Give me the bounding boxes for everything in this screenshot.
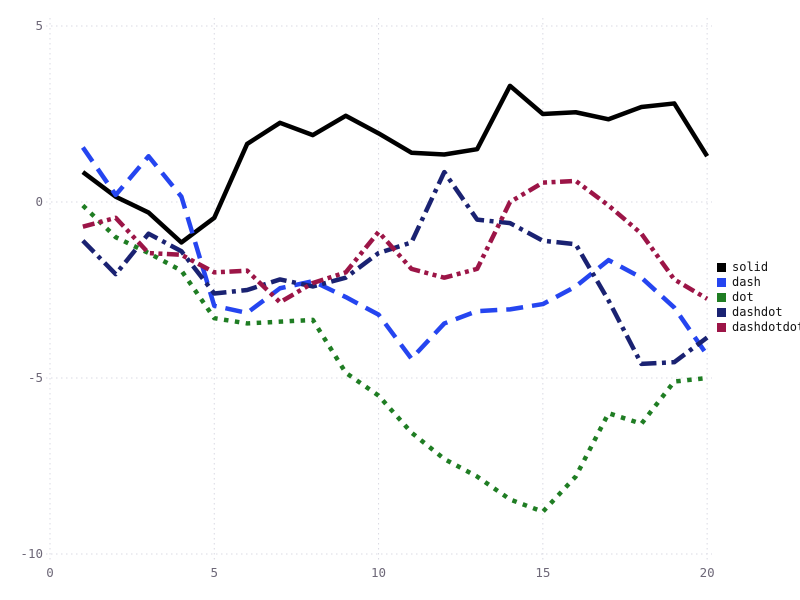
y-axis-tick-label: -5 — [28, 370, 43, 385]
x-axis-tick-label: 15 — [535, 565, 550, 580]
legend-label-dashdot: dashdot — [732, 305, 783, 319]
series-line-dot — [81, 203, 708, 515]
legend-item-dash: dash — [717, 275, 800, 290]
legend-swatch-solid — [717, 263, 726, 272]
legend-label-solid: solid — [732, 260, 769, 274]
legend-label-dash: dash — [732, 275, 761, 289]
x-axis-tick-label: 5 — [211, 565, 219, 580]
x-axis-tick-label: 20 — [700, 565, 715, 580]
y-axis-tick-label: -10 — [20, 546, 43, 561]
legend-swatch-dashdotdot — [717, 323, 726, 332]
legend-item-dashdotdot: dashdotdot — [717, 320, 800, 335]
y-axis-tick-label: 0 — [35, 194, 43, 209]
chart-legend: solid dash dot dashdot dashdotdot — [717, 260, 800, 335]
x-axis-tick-label: 0 — [46, 565, 54, 580]
series-line-dashdotdot — [82, 178, 709, 305]
x-axis-tick-label: 10 — [371, 565, 386, 580]
series-line-solid — [81, 83, 710, 245]
legend-swatch-dot — [717, 293, 726, 302]
legend-label-dashdotdot: dashdotdot — [732, 320, 800, 334]
series-line-dash — [81, 146, 709, 361]
legend-swatch-dashdot — [717, 308, 726, 317]
legend-label-dot: dot — [732, 290, 754, 304]
legend-item-dot: dot — [717, 290, 800, 305]
legend-item-solid: solid — [717, 260, 800, 275]
legend-item-dashdot: dashdot — [717, 305, 800, 320]
legend-swatch-dash — [717, 278, 726, 287]
y-axis-tick-label: 5 — [35, 18, 43, 33]
